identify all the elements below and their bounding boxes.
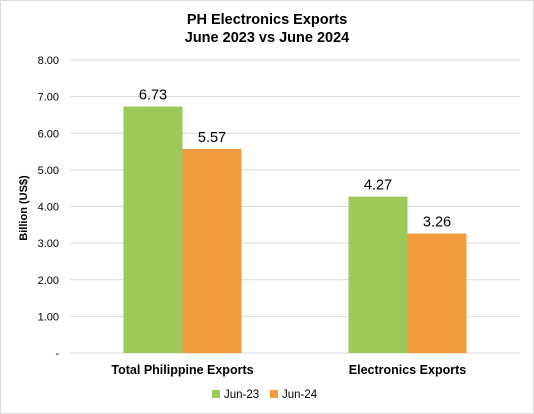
x-axis-category-labels: Total Philippine Exports Electronics Expo… — [111, 363, 466, 377]
legend-swatch — [270, 390, 278, 398]
data-label: 4.27 — [364, 178, 392, 194]
data-label: 5.57 — [198, 130, 226, 146]
y-axis-tick-labels: - 1.00 2.00 3.00 4.00 5.00 6.00 7.00 8.00 — [38, 55, 60, 360]
y-tick-label: 2.00 — [38, 275, 59, 287]
y-tick-label: 7.00 — [38, 92, 59, 104]
y-tick-label: 5.00 — [38, 165, 59, 177]
bar — [407, 233, 467, 353]
legend: Jun-23 Jun-24 — [212, 389, 318, 401]
y-tick-label: 4.00 — [38, 202, 59, 214]
bar — [348, 196, 408, 353]
chart-title: PH Electronics Exports June 2023 vs June… — [185, 12, 349, 46]
chart-title-line-2: June 2023 vs June 2024 — [185, 30, 349, 46]
x-category-label: Total Philippine Exports — [111, 363, 253, 377]
legend-swatch — [212, 390, 220, 398]
bar — [182, 148, 242, 353]
y-axis-label: Billion (US$) — [18, 175, 30, 241]
bars — [123, 106, 467, 353]
y-tick-label: 8.00 — [38, 55, 59, 67]
chart-title-line-1: PH Electronics Exports — [187, 12, 347, 28]
x-category-label: Electronics Exports — [349, 363, 466, 377]
y-tick-label: 6.00 — [38, 128, 59, 140]
legend-label: Jun-24 — [282, 389, 318, 401]
data-labels: 6.73 5.57 4.27 3.26 — [139, 88, 451, 231]
data-label: 3.26 — [423, 215, 451, 231]
y-tick-label: 1.00 — [38, 311, 59, 323]
y-tick-label: - — [55, 348, 59, 360]
bar — [123, 106, 183, 353]
legend-label: Jun-23 — [224, 389, 259, 401]
y-tick-label: 3.00 — [38, 238, 59, 250]
data-label: 6.73 — [139, 88, 167, 104]
